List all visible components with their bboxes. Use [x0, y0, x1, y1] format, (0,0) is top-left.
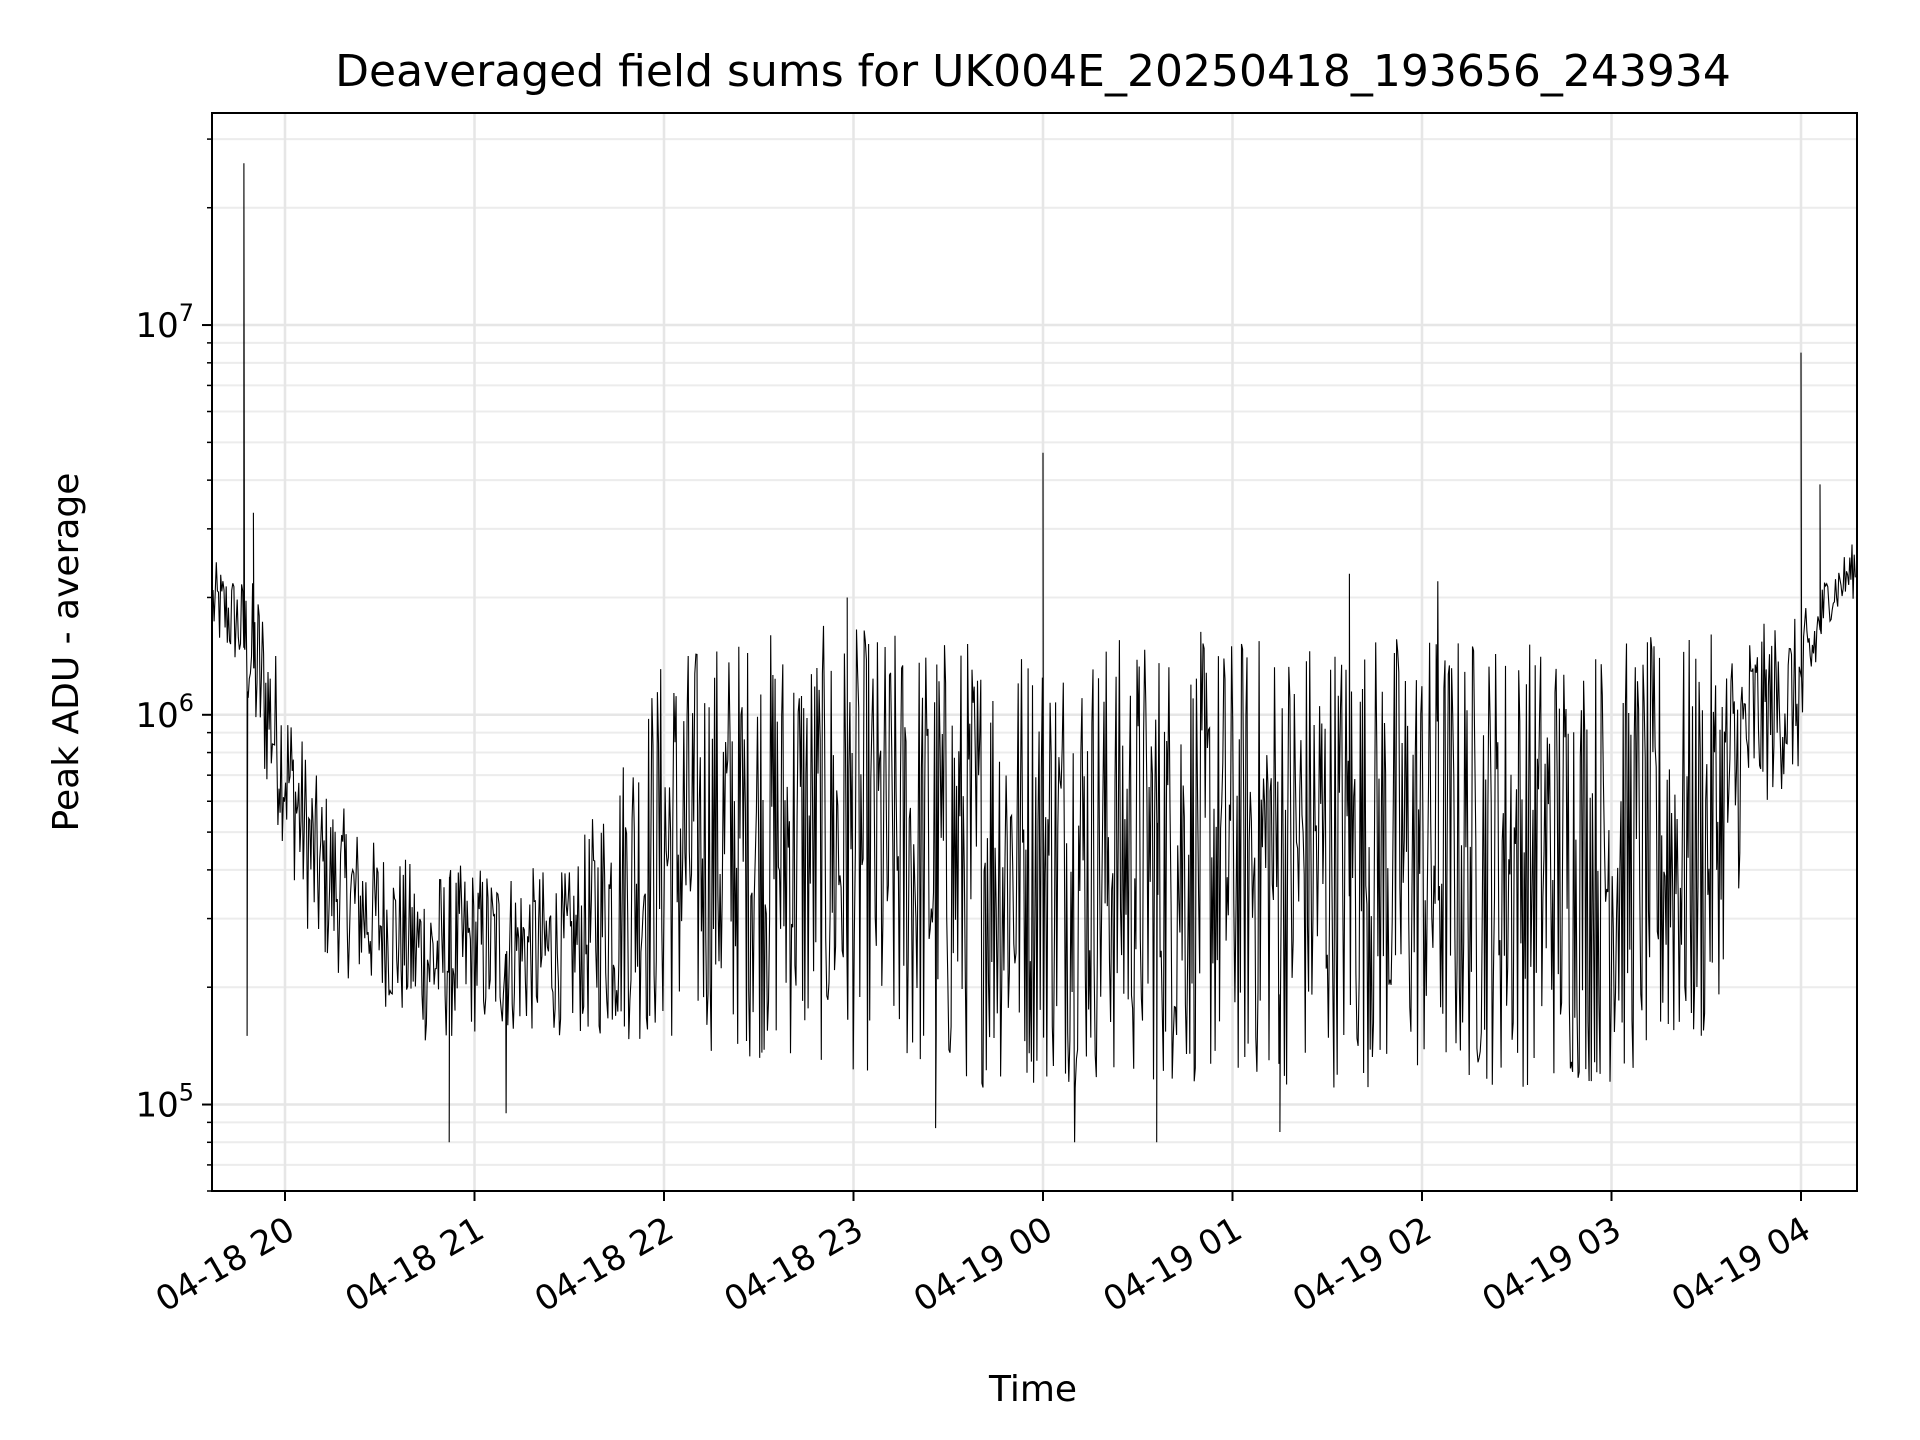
- series: [212, 163, 1856, 1143]
- y-tick-label: 107: [135, 299, 194, 346]
- series-line: [212, 163, 1856, 1143]
- chart-title: Deaveraged field sums for UK004E_2025041…: [335, 46, 1731, 97]
- y-axis-label: Peak ADU - average: [46, 473, 87, 832]
- y-tick-label: 105: [135, 1079, 194, 1126]
- y-tick-label: 106: [135, 689, 194, 736]
- x-axis-label: Time: [988, 1369, 1077, 1410]
- plot-frame: [211, 112, 1858, 1192]
